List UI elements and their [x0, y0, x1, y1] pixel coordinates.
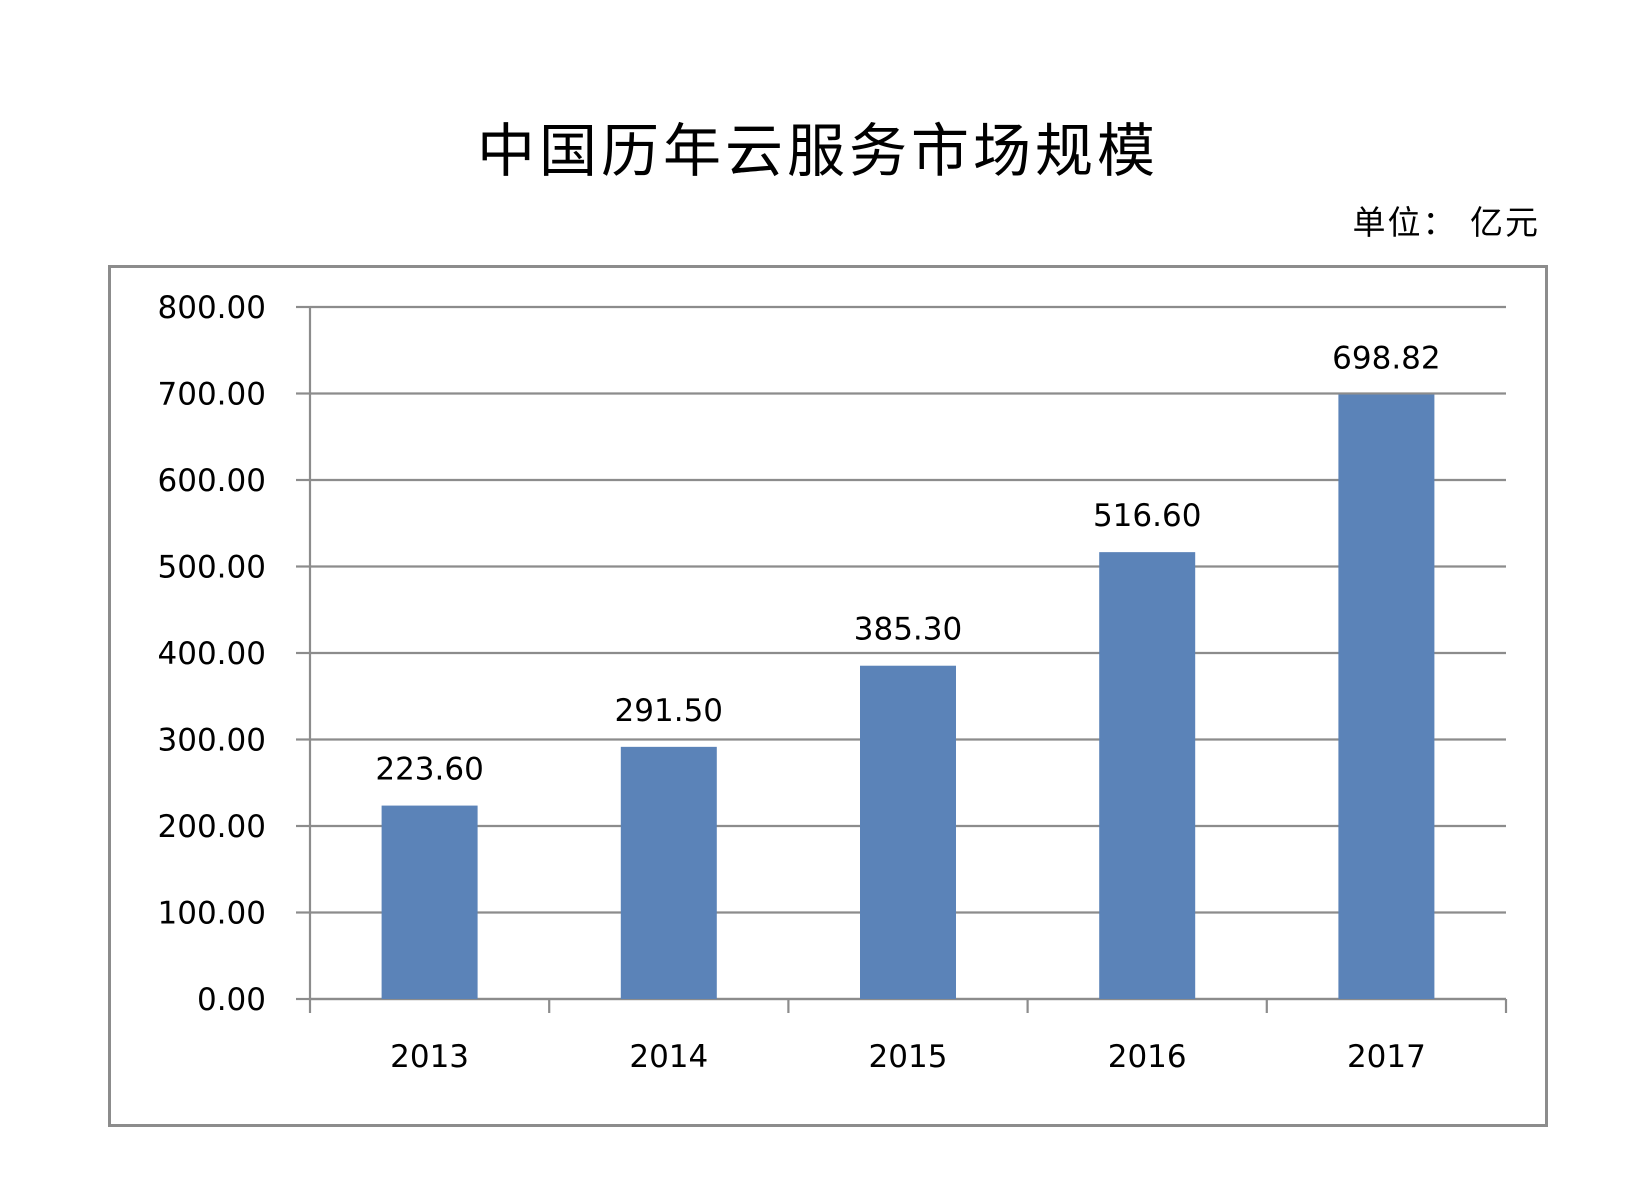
chart-frame: [108, 265, 1548, 1127]
data-label-2013: 223.60: [375, 752, 483, 788]
x-tick-label-2013: 2013: [390, 1039, 469, 1075]
bar-2017: [1338, 394, 1435, 999]
bar-2013: [381, 805, 478, 999]
data-label-2017: 698.82: [1332, 341, 1440, 377]
label-layer: 0.00 100.00 200.00 300.00 400.00 500.00 600.00…: [158, 290, 1441, 1075]
y-tick-label: 700.00: [158, 377, 266, 413]
data-label-2016: 516.60: [1093, 498, 1201, 534]
y-tick-label: 0.00: [197, 982, 266, 1018]
y-tick-label: 500.00: [158, 550, 266, 586]
y-tick-label: 600.00: [158, 463, 266, 499]
bar-2014: [620, 746, 717, 999]
unit-label: 单位： 亿元: [1352, 203, 1540, 242]
chart-title: 中国历年云服务市场规模: [476, 117, 1159, 185]
data-label-2015: 385.30: [854, 612, 962, 648]
y-tick-label: 300.00: [158, 723, 266, 759]
bar-2015: [860, 665, 956, 999]
x-tick-label-2014: 2014: [629, 1039, 708, 1075]
bar-2016: [1099, 552, 1196, 999]
x-tick-label-2017: 2017: [1347, 1039, 1426, 1075]
y-tick-label: 100.00: [158, 896, 266, 932]
x-tick-label-2016: 2016: [1108, 1039, 1187, 1075]
data-label-2014: 291.50: [615, 693, 723, 729]
bar-layer: [381, 394, 1435, 999]
y-tick-label: 800.00: [158, 290, 266, 326]
y-tick-label: 400.00: [158, 636, 266, 672]
x-tick-label-2015: 2015: [869, 1039, 948, 1075]
y-tick-label: 200.00: [158, 809, 266, 845]
